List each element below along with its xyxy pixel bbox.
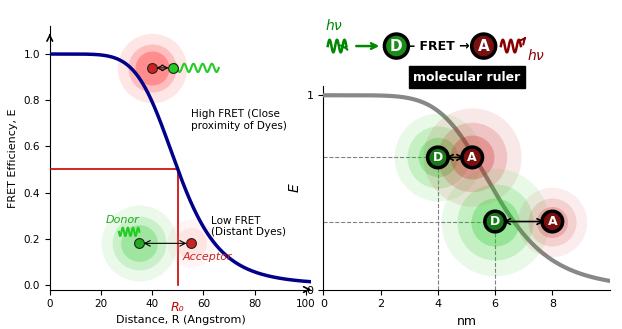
Y-axis label: E: E	[287, 183, 301, 192]
Text: A: A	[478, 38, 490, 54]
Circle shape	[471, 34, 496, 58]
Text: molecular ruler: molecular ruler	[413, 70, 520, 84]
Point	[490, 219, 500, 224]
Text: Acceptor: Acceptor	[183, 251, 233, 262]
Point	[467, 155, 477, 160]
Text: R₀: R₀	[171, 301, 185, 314]
Point	[467, 155, 477, 160]
Point	[433, 155, 443, 160]
Text: $h\nu$: $h\nu$	[527, 48, 545, 63]
Point	[134, 241, 144, 246]
Text: D: D	[490, 215, 500, 228]
Point	[467, 155, 477, 160]
Point	[433, 155, 443, 160]
Y-axis label: FRET Efficiency, E: FRET Efficiency, E	[8, 108, 18, 208]
Point	[547, 219, 557, 224]
Point	[134, 241, 144, 246]
X-axis label: nm: nm	[457, 315, 476, 328]
Point	[185, 241, 195, 246]
Text: Low FRET
(Distant Dyes): Low FRET (Distant Dyes)	[211, 215, 286, 237]
X-axis label: Distance, R (Angstrom): Distance, R (Angstrom)	[116, 315, 245, 325]
Point	[134, 241, 144, 246]
Point	[147, 65, 157, 70]
Point	[547, 219, 557, 224]
Circle shape	[384, 34, 409, 58]
Text: Donor: Donor	[106, 215, 140, 225]
Text: D: D	[390, 38, 402, 54]
Point	[147, 65, 157, 70]
Point	[467, 155, 477, 160]
Point	[147, 65, 157, 70]
Point	[490, 219, 500, 224]
Point	[168, 65, 178, 70]
Point	[185, 241, 195, 246]
Point	[547, 219, 557, 224]
Text: D: D	[433, 151, 443, 164]
Point	[185, 241, 195, 246]
Point	[134, 241, 144, 246]
Text: A: A	[547, 215, 557, 228]
Text: $h\nu$: $h\nu$	[325, 18, 343, 33]
Point	[433, 155, 443, 160]
Point	[433, 155, 443, 160]
Point	[467, 155, 477, 160]
Point	[547, 219, 557, 224]
Point	[147, 65, 157, 70]
Point	[547, 219, 557, 224]
Text: – FRET →: – FRET →	[409, 39, 470, 53]
Text: High FRET (Close
proximity of Dyes): High FRET (Close proximity of Dyes)	[190, 110, 287, 131]
Point	[490, 219, 500, 224]
Point	[433, 155, 443, 160]
Text: A: A	[467, 151, 477, 164]
Point	[490, 219, 500, 224]
Point	[490, 219, 500, 224]
